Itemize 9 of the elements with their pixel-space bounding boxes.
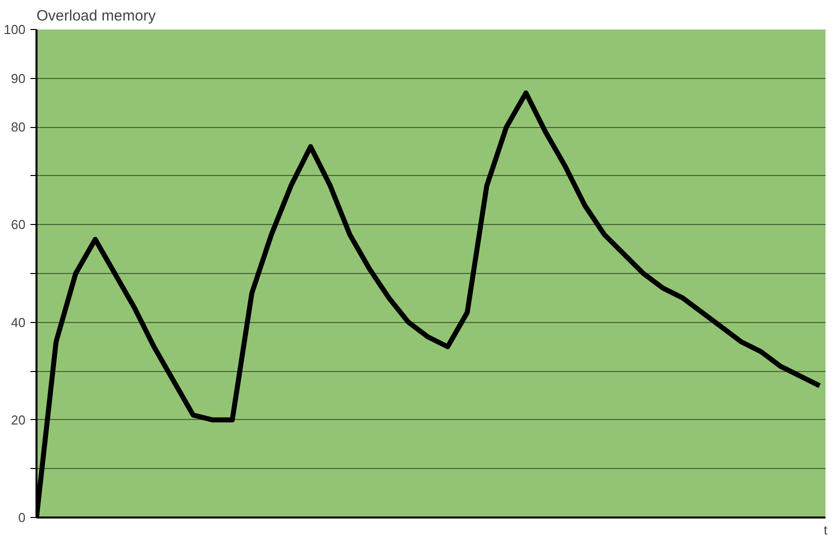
x-axis-title: t: [824, 522, 828, 538]
y-axis-title: Overload memory: [36, 8, 156, 24]
y-tick-label: 60: [11, 217, 26, 232]
y-tick-label: 100: [4, 22, 26, 37]
y-tick-label: 90: [11, 70, 26, 86]
y-tick-label: 80: [11, 120, 26, 135]
y-tick-label: 40: [11, 314, 26, 330]
y-tick-label: 0: [18, 510, 26, 525]
y-tick-label: 20: [11, 412, 26, 428]
